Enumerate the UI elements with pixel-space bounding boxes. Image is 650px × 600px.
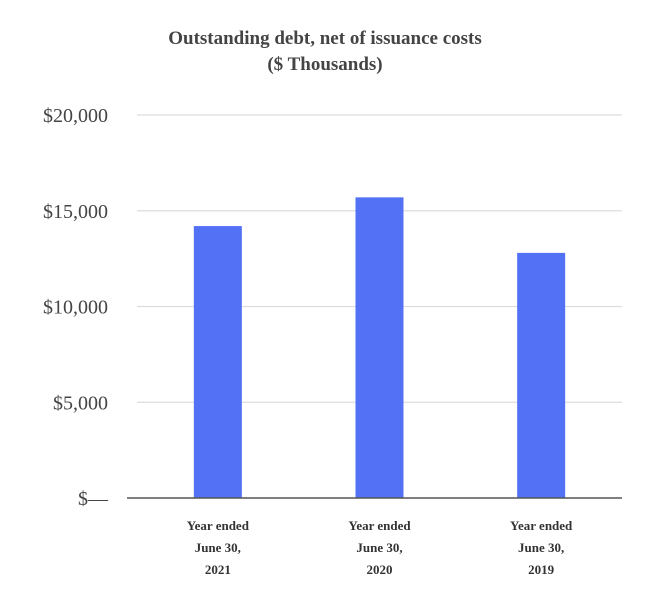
x-tick-label: Year ended June 30, 2020: [348, 518, 411, 577]
x-tick-label: Year ended June 30, 2019: [510, 518, 573, 577]
bar: [517, 252, 566, 498]
chart-title-block: Outstanding debt, net of issuance costs …: [0, 26, 650, 78]
x-tick-label-line: 2020: [367, 562, 393, 577]
y-axis-ticks: $— $5,000 $10,000 $15,000 $20,000: [43, 105, 109, 510]
x-tick-label-line: 2021: [205, 562, 231, 577]
x-tick-label-line: June 30,: [356, 540, 402, 555]
x-tick-label-line: June 30,: [195, 540, 241, 555]
x-axis-ticks: Year ended June 30, 2021 Year ended June 30,…: [187, 518, 573, 577]
y-tick-label: $20,000: [43, 105, 108, 127]
x-tick-label-line: June 30,: [518, 540, 564, 555]
x-tick-label-line: 2019: [528, 562, 555, 577]
x-tick-label-line: Year ended: [348, 518, 411, 533]
chart-title: Outstanding debt, net of issuance costs: [168, 28, 482, 49]
y-tick-label: $10,000: [43, 297, 108, 319]
bar: [355, 197, 404, 498]
x-tick-label-line: Year ended: [510, 518, 573, 533]
bar: [193, 226, 242, 498]
chart-subtitle: ($ Thousands): [267, 54, 383, 75]
bars: [193, 197, 566, 498]
y-tick-label: $—: [78, 488, 109, 510]
y-tick-label: $5,000: [53, 392, 108, 414]
y-tick-label: $15,000: [43, 201, 108, 223]
x-tick-label-line: Year ended: [187, 518, 250, 533]
x-tick-label: Year ended June 30, 2021: [187, 518, 250, 577]
